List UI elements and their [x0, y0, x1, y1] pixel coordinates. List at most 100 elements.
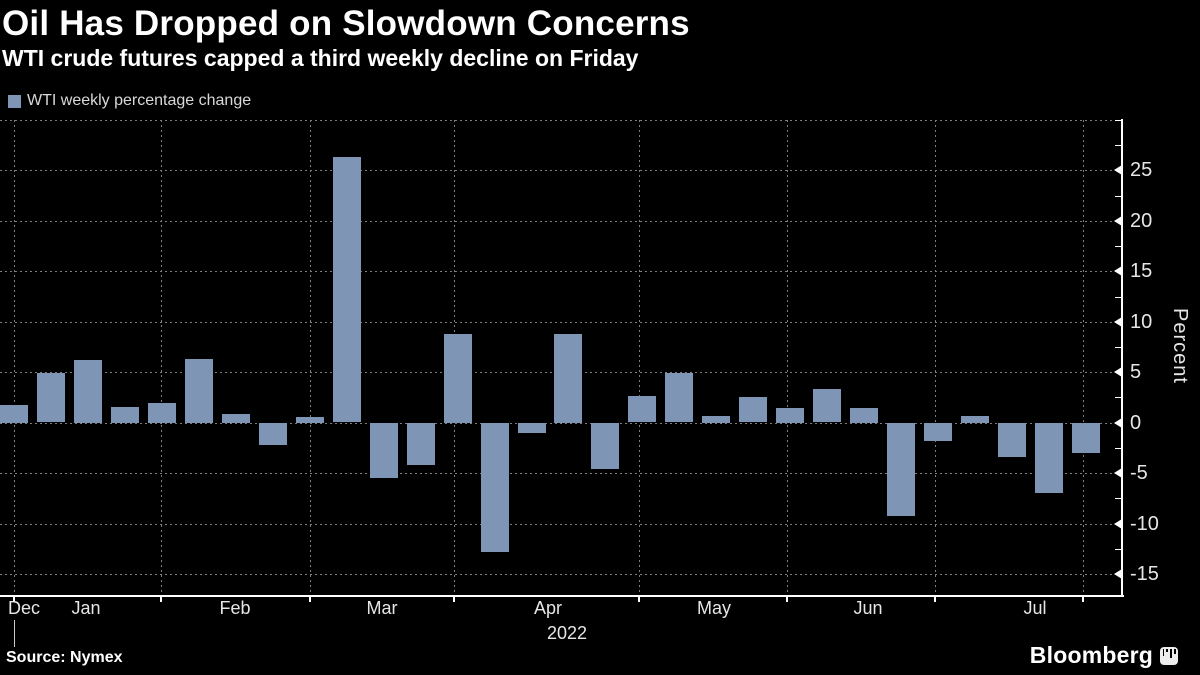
y-tick-label: -15	[1130, 563, 1159, 585]
y-axis-title: Percent	[1169, 308, 1191, 384]
x-axis-month-label: Jan	[71, 598, 101, 618]
y-tick-minor	[1115, 145, 1122, 146]
x-axis-line	[0, 595, 1124, 597]
month-tick	[309, 597, 311, 602]
y-tick-label: 10	[1130, 311, 1153, 333]
y-tick-minor	[1115, 448, 1122, 449]
legend: WTI weekly percentage change	[8, 92, 251, 110]
bar	[665, 373, 693, 422]
year-tick	[14, 620, 15, 647]
gridline-vertical	[935, 120, 936, 596]
month-tick	[160, 597, 162, 602]
gridline-vertical	[161, 120, 162, 596]
y-tick-minor	[1115, 196, 1122, 197]
bar	[296, 417, 324, 423]
month-tick	[934, 597, 936, 602]
gridline-vertical	[310, 120, 311, 596]
bar	[702, 416, 730, 423]
gridline-horizontal	[0, 170, 1122, 171]
bar	[370, 423, 398, 478]
y-tick-minor	[1115, 120, 1122, 121]
y-tick-label: 20	[1130, 210, 1153, 232]
y-tick-label: 15	[1130, 260, 1153, 282]
y-tick-arrow-icon	[1114, 317, 1122, 327]
gridline-vertical	[639, 120, 640, 596]
gridline-vertical	[787, 120, 788, 596]
gridline-horizontal	[0, 221, 1122, 222]
y-axis-line	[1121, 119, 1123, 597]
chart-title: Oil Has Dropped on Slowdown Concerns	[2, 4, 690, 43]
y-tick-label: -5	[1130, 462, 1148, 484]
x-axis-month-label: Jul	[1023, 598, 1047, 618]
x-axis-month-label: Mar	[366, 598, 398, 618]
y-tick-arrow-icon	[1114, 418, 1122, 428]
bar	[628, 396, 656, 422]
bar	[111, 407, 139, 423]
bar	[518, 423, 546, 433]
y-tick-minor	[1115, 498, 1122, 499]
gridline-horizontal	[0, 473, 1122, 474]
gridline-vertical	[14, 120, 15, 596]
y-tick-arrow-icon	[1114, 569, 1122, 579]
bar	[37, 373, 65, 422]
bar	[924, 423, 952, 441]
bar	[1072, 423, 1100, 453]
y-tick-arrow-icon	[1114, 165, 1122, 175]
bar	[148, 403, 176, 423]
month-tick	[1082, 597, 1084, 602]
month-tick	[13, 597, 15, 602]
bar	[444, 334, 472, 423]
legend-label: WTI weekly percentage change	[27, 92, 252, 109]
gridline-horizontal	[0, 322, 1122, 323]
y-tick-arrow-icon	[1114, 266, 1122, 276]
x-axis-year-label: 2022	[546, 623, 588, 643]
bar	[259, 423, 287, 445]
y-tick-arrow-icon	[1114, 367, 1122, 377]
month-tick	[453, 597, 455, 602]
y-tick-minor	[1115, 246, 1122, 247]
bar	[850, 408, 878, 423]
bar	[887, 423, 915, 516]
bar	[554, 334, 582, 423]
y-tick-minor	[1115, 297, 1122, 298]
bar	[776, 408, 804, 423]
y-tick-minor	[1115, 397, 1122, 398]
chart-subtitle: WTI crude futures capped a third weekly …	[2, 45, 639, 71]
bar	[961, 416, 989, 423]
bar	[1035, 423, 1063, 493]
bar	[222, 414, 250, 423]
bar	[998, 423, 1026, 457]
bar	[591, 423, 619, 469]
legend-swatch-icon	[8, 94, 21, 108]
bar	[333, 157, 361, 422]
brand-name: Bloomberg	[1029, 642, 1153, 668]
source-note: Source: Nymex	[6, 649, 123, 666]
y-tick-minor	[1115, 347, 1122, 348]
y-tick-arrow-icon	[1114, 216, 1122, 226]
y-tick-arrow-icon	[1114, 519, 1122, 529]
month-tick	[786, 597, 788, 602]
y-tick-label: 25	[1130, 159, 1153, 181]
x-axis-month-label: Feb	[219, 598, 251, 618]
bar	[813, 389, 841, 422]
y-tick-label: -10	[1130, 513, 1159, 535]
brand-logo: Bloomberg	[1030, 642, 1178, 669]
gridline-horizontal	[0, 423, 1122, 424]
y-tick-arrow-icon	[1114, 468, 1122, 478]
x-axis-month-label: Dec	[7, 598, 41, 618]
bar	[739, 397, 767, 422]
x-axis-month-label: May	[696, 598, 732, 618]
bar	[74, 360, 102, 423]
x-axis-month-label: Jun	[853, 598, 883, 618]
bar-chart-icon	[1160, 646, 1178, 665]
gridline-vertical	[1083, 120, 1084, 596]
y-tick-label: 5	[1130, 361, 1142, 383]
gridline-horizontal	[0, 574, 1122, 575]
gridline-horizontal	[0, 524, 1122, 525]
bar	[407, 423, 435, 465]
bar	[481, 423, 509, 552]
x-axis-month-label: Apr	[533, 598, 563, 618]
bar	[0, 405, 28, 423]
